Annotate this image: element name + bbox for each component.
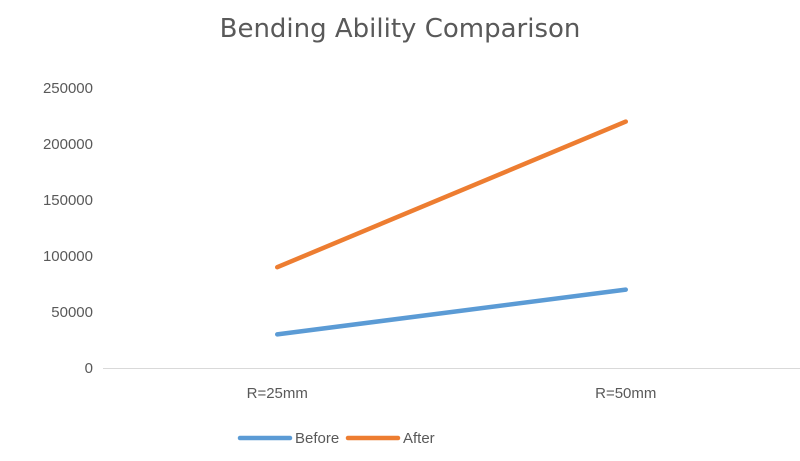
y-tick-label: 50000 bbox=[51, 304, 93, 321]
legend-label-before: Before bbox=[295, 430, 339, 447]
y-tick-label: 250000 bbox=[43, 80, 93, 97]
series-line-after bbox=[275, 119, 628, 270]
series-line-before bbox=[275, 287, 628, 337]
y-tick-label: 100000 bbox=[43, 248, 93, 265]
y-tick-label: 0 bbox=[85, 360, 93, 377]
series-layer bbox=[275, 119, 628, 337]
y-tick-label: 200000 bbox=[43, 136, 93, 153]
y-tick-label: 150000 bbox=[43, 192, 93, 209]
legend-layer: Before After bbox=[237, 430, 435, 447]
x-tick-label: R=25mm bbox=[247, 385, 308, 402]
x-tick-label: R=50mm bbox=[595, 385, 656, 402]
axes-layer: 0 50000 100000 150000 200000 250000 R=25mm R=50… bbox=[43, 80, 800, 402]
legend-label-after: After bbox=[403, 430, 435, 447]
chart-title: Bending Ability Comparison bbox=[219, 14, 581, 44]
